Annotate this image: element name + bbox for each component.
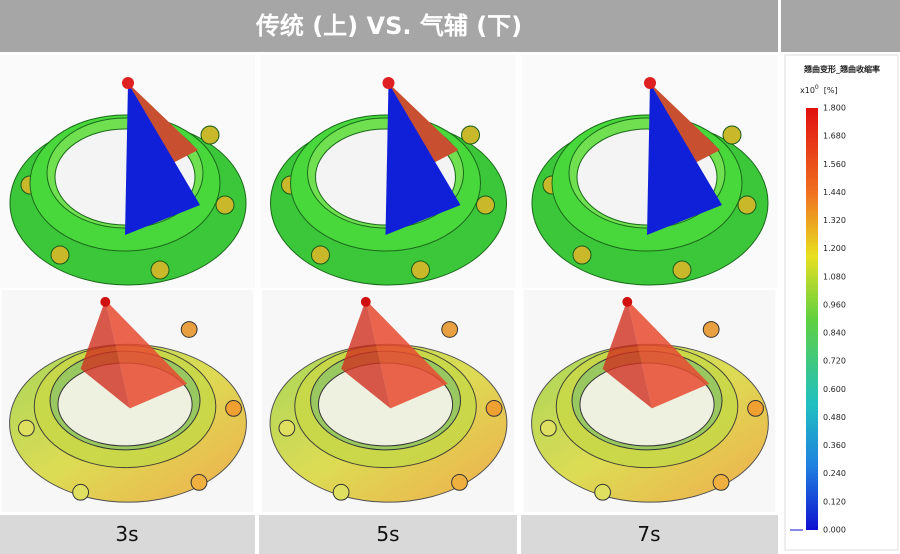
- conventional-3s: [0, 55, 255, 288]
- legend-tick: 0.960: [823, 300, 846, 309]
- label-cell: [259, 515, 517, 554]
- tick-group: 1.800 1.680 1.560 1.440 1.320 1.200 1.080 0.960…: [823, 104, 846, 535]
- unit: x10: [800, 86, 815, 95]
- legend-tick: 0.240: [823, 469, 846, 478]
- conventional-7s: [521, 55, 778, 288]
- gas-assist-5s: [261, 290, 515, 512]
- color-bar: [806, 108, 818, 530]
- header-title: 传统 (上) VS. 气辅 (下): [255, 12, 522, 40]
- exponent: 0: [815, 84, 819, 91]
- conventional-5s: [259, 55, 517, 288]
- legend-tick: 1.080: [823, 272, 846, 281]
- label-cell: [0, 515, 255, 554]
- legend-title: 翘曲变形_翘曲收缩率: [803, 64, 880, 74]
- legend-tick: 1.200: [823, 244, 846, 253]
- legend-unit: x100 [%]: [800, 84, 838, 95]
- legend-panel: [784, 54, 899, 551]
- legend-tick: 0.720: [823, 357, 846, 366]
- gas-assist-3s: [1, 290, 254, 512]
- legend-tick: 1.320: [823, 216, 846, 225]
- unit-suffix: [%]: [824, 86, 838, 95]
- legend-tick: 1.800: [823, 104, 846, 113]
- column-label: 5s: [376, 522, 399, 546]
- legend-tick: 1.680: [823, 132, 846, 141]
- legend-tick: 0.480: [823, 413, 846, 422]
- legend-tick: 1.560: [823, 160, 846, 169]
- gas-assist-7s: [523, 290, 776, 512]
- legend-tick: 0.360: [823, 441, 846, 450]
- legend-tick: 0.120: [823, 497, 846, 506]
- column-label: 3s: [115, 522, 138, 546]
- legend-tick: 0.840: [823, 329, 846, 338]
- legend-tick: 0.000: [823, 526, 846, 535]
- column-label: 7s: [637, 522, 660, 546]
- legend-tick: 0.600: [823, 385, 846, 394]
- label-cell: [521, 515, 778, 554]
- legend-tick: 1.440: [823, 188, 846, 197]
- header-corner: [781, 0, 900, 52]
- header-bar: [0, 0, 778, 52]
